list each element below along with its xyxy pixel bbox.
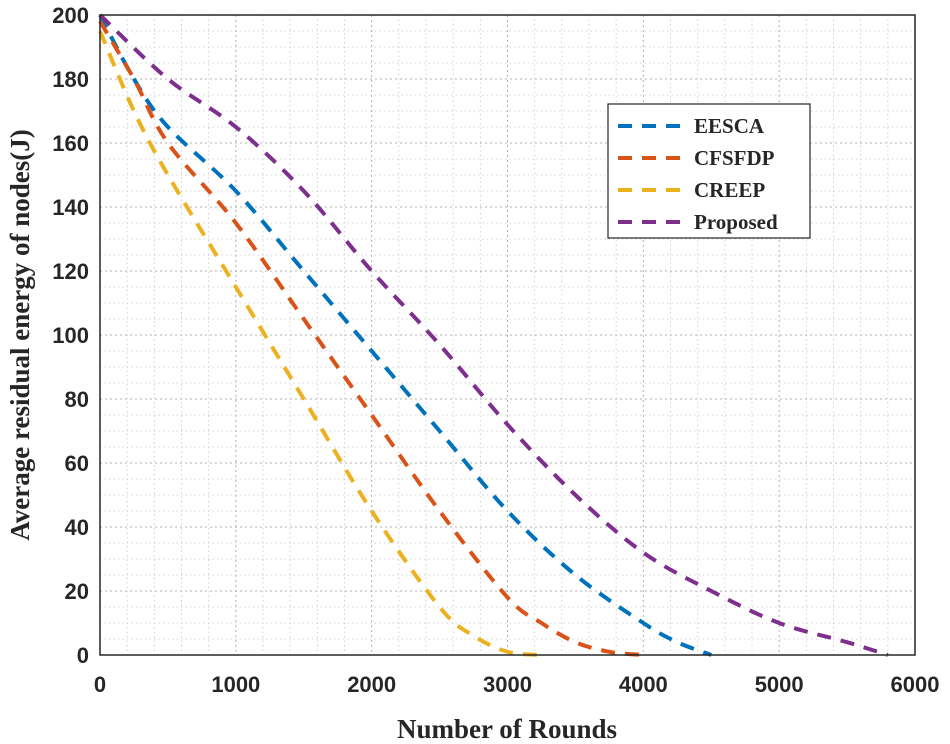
legend-label-eesca: EESCA [694,114,765,138]
y-tick-labels: 0 20 40 60 80 100 120 140 160 180 200 [52,3,89,668]
series-line-creep [98,30,542,657]
x-tick-label: 5000 [755,672,804,697]
series-line-eesca [98,14,712,657]
y-tick-label: 120 [52,259,89,284]
y-tick-label: 0 [77,643,89,668]
series-line-proposed [98,13,889,657]
x-tick-label: 1000 [211,672,260,697]
y-tick-label: 180 [52,67,89,92]
legend[interactable]: EESCA CFSFDP CREEP Proposed [607,103,811,239]
legend-label-proposed: Proposed [694,210,778,234]
x-tick-label: 4000 [619,672,668,697]
y-tick-label: 60 [65,451,89,476]
x-axis-label: Number of Rounds [397,714,617,744]
x-tick-labels: 0 1000 2000 3000 4000 5000 6000 [94,672,940,697]
y-tick-label: 40 [65,515,89,540]
legend-box [607,103,811,239]
x-tick-label: 0 [94,672,106,697]
legend-label-creep: CREEP [694,178,765,202]
series-layer [98,13,889,657]
x-tick-label: 2000 [347,672,396,697]
y-tick-label: 80 [65,387,89,412]
y-tick-label: 100 [52,323,89,348]
x-tick-label: 6000 [891,672,940,697]
legend-label-cfsfdp: CFSFDP [694,146,775,170]
y-axis-label: Average residual energy of nodes(J) [5,129,35,540]
plot-frame [99,14,916,656]
y-tick-label: 20 [65,579,89,604]
y-tick-label: 140 [52,195,89,220]
y-tick-label: 160 [52,131,89,156]
x-tick-label: 3000 [483,672,532,697]
y-tick-label: 200 [52,3,89,28]
